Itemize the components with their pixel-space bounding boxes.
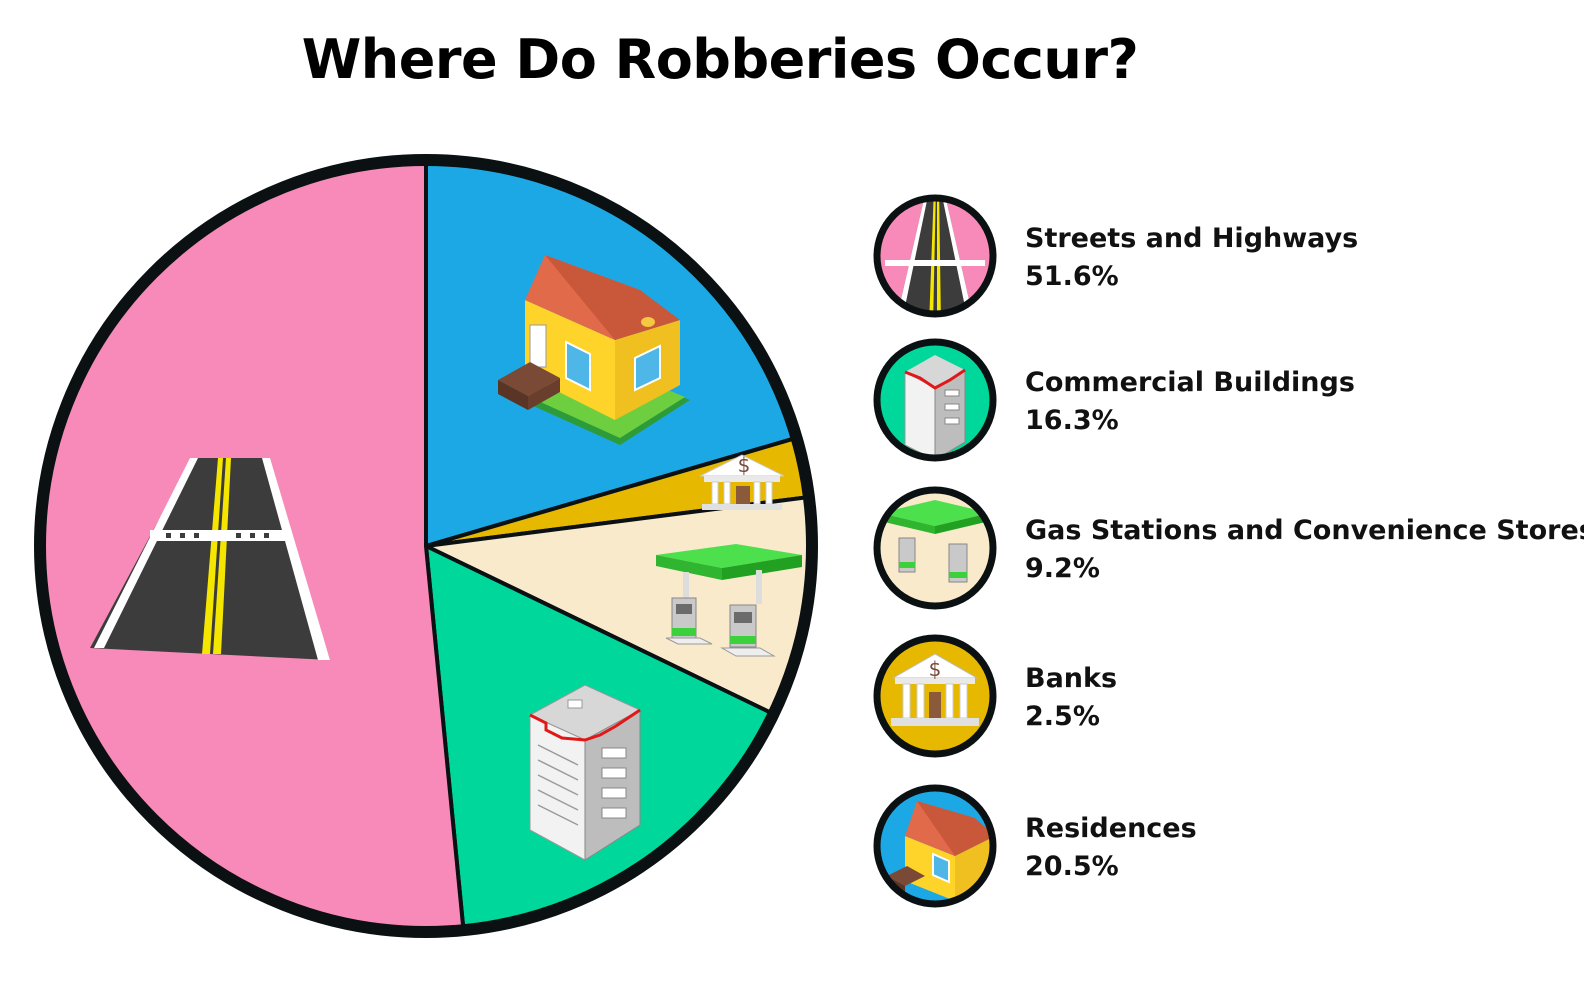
legend-item-gas: Gas Stations and Convenience Stores 9.2% (872, 485, 1584, 611)
legend-value: 20.5% (1025, 851, 1119, 882)
legend-label: Commercial Buildings (1025, 367, 1355, 398)
chart-title: Where Do Robberies Occur? (301, 28, 1139, 91)
legend-value: 2.5% (1025, 701, 1100, 732)
legend-value: 51.6% (1025, 261, 1119, 292)
legend-item-commercial: Commercial Buildings 16.3% (872, 337, 1572, 463)
road-icon (873, 194, 997, 318)
house-icon (873, 784, 997, 908)
gas-station-icon (873, 486, 997, 610)
legend-label: Banks (1025, 663, 1118, 694)
pie-outline (34, 154, 818, 938)
svg-text:$: $ (929, 657, 942, 681)
legend-value: 9.2% (1025, 553, 1100, 584)
office-building-icon (528, 683, 642, 862)
legend-value: 16.3% (1025, 405, 1119, 436)
legend-item-streets: Streets and Highways 51.6% (872, 193, 1572, 319)
bank-icon: $ (873, 634, 997, 758)
legend-item-residences: Residences 20.5% (872, 783, 1572, 909)
office-building-icon (873, 338, 997, 462)
legend-label: Gas Stations and Convenience Stores (1025, 515, 1584, 546)
legend-item-banks: $ Banks 2.5% (872, 633, 1572, 759)
legend-label: Streets and Highways (1025, 223, 1359, 254)
legend-label: Residences (1025, 813, 1197, 844)
